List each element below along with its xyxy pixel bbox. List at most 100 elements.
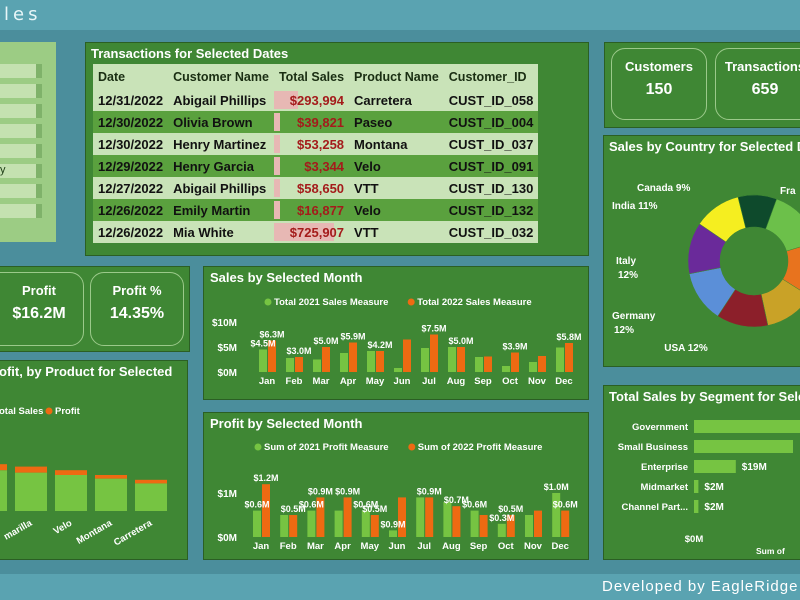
x-tick-label: Aug xyxy=(447,376,466,387)
table-row[interactable]: 12/30/2022 Olivia Brown $39,821 Paseo CUST_I… xyxy=(93,111,539,133)
profit-value: $16.2M xyxy=(12,305,66,322)
slicer-item[interactable] xyxy=(0,144,38,158)
bar-2022 xyxy=(376,351,384,372)
table-row[interactable]: 12/29/2022 Henry Garcia $3,344 Velo CUST_ID_… xyxy=(93,155,539,177)
bar-2022 xyxy=(262,484,270,537)
sales-databar xyxy=(273,223,334,241)
cell-total-sales: $16,877 xyxy=(273,199,350,221)
cell-id: CUST_ID_058 xyxy=(443,89,539,111)
chart-title: ofit, by Product for Selected xyxy=(0,364,172,379)
slicer-scroll-segment xyxy=(36,104,42,118)
bar-2022 xyxy=(370,515,379,537)
cell-customer: Abigail Phillips xyxy=(168,89,274,111)
profit-label: Profit xyxy=(22,283,56,298)
cell-product: VTT xyxy=(349,221,444,243)
cell-customer: Olivia Brown xyxy=(168,111,274,133)
cell-date: 12/26/2022 xyxy=(93,221,169,243)
slice-label: USA 12% xyxy=(664,343,708,354)
date-slicer[interactable]: y xyxy=(0,42,56,242)
cell-product: Velo xyxy=(349,199,444,221)
cell-id: CUST_ID_037 xyxy=(443,133,539,155)
bar-total-sales xyxy=(95,478,127,511)
slicer-scroll-segment xyxy=(36,124,42,138)
table-row[interactable]: 12/30/2022 Henry Martinez $53,258 Montana CU… xyxy=(93,133,539,155)
column-header[interactable]: Customer_ID xyxy=(443,64,539,89)
customers-label: Customers xyxy=(625,59,693,74)
slicer-item[interactable] xyxy=(0,64,38,78)
bar-2021 xyxy=(529,362,537,372)
table-row[interactable]: 12/31/2022 Abigail Phillips $293,994 Carret… xyxy=(93,89,539,111)
bar-2022 xyxy=(322,347,330,372)
slice-label: 12% xyxy=(618,270,638,281)
data-label: $6.3M xyxy=(259,330,284,340)
bar-profit xyxy=(55,470,87,475)
bar-2021 xyxy=(389,530,397,537)
table-row[interactable]: 12/27/2022 Abigail Phillips $58,650 VTT CUST… xyxy=(93,177,539,199)
bar-2021 xyxy=(280,515,289,537)
data-label: $4.5M xyxy=(250,339,275,349)
x-tick-label: May xyxy=(361,541,380,552)
sales-by-month-chart[interactable]: Sales by Selected Month Total 2021 Sales … xyxy=(203,266,589,400)
profit-by-month-chart[interactable]: Profit by Selected Month Sum of 2021 Prof… xyxy=(203,412,589,560)
table-row[interactable]: 12/26/2022 Mia White $725,907 VTT CUST_ID_03… xyxy=(93,221,539,243)
slicer-scroll-segment xyxy=(36,144,42,158)
profit-pct-label: Profit % xyxy=(112,283,162,298)
slicer-scroll-segment xyxy=(36,84,42,98)
bar-2022 xyxy=(511,352,519,372)
slicer-item[interactable] xyxy=(0,84,38,98)
column-header[interactable]: Total Sales xyxy=(273,64,350,89)
slice-label: Canada 9% xyxy=(637,183,690,194)
bar-2022 xyxy=(316,497,325,537)
cell-date: 12/27/2022 xyxy=(93,177,169,199)
segment-bar xyxy=(694,440,793,453)
chart-title: Sales by Country for Selected D xyxy=(609,139,800,154)
slicer-item[interactable] xyxy=(0,104,38,118)
x-tick-label: Jan xyxy=(259,376,276,387)
data-label: $0.6M xyxy=(553,500,578,510)
slicer-item[interactable] xyxy=(0,184,38,198)
slicer-item[interactable] xyxy=(0,204,38,218)
sales-value: $58,650 xyxy=(297,180,345,196)
column-header[interactable]: Customer Name xyxy=(168,64,274,89)
cell-id: CUST_ID_004 xyxy=(443,111,539,133)
x-tick-label: Nov xyxy=(528,376,547,387)
x-tick-label: Sep xyxy=(474,376,492,387)
cell-total-sales: $53,258 xyxy=(273,133,350,155)
column-header[interactable]: Date xyxy=(93,64,169,89)
slice-label: Fra xyxy=(780,186,796,197)
data-label: $0.9M xyxy=(335,486,360,496)
profit-pct-value: 14.35% xyxy=(109,305,165,322)
customers-value: 150 xyxy=(645,81,673,98)
chart-title: Total Sales by Segment for Sele xyxy=(609,389,800,404)
cell-customer: Emily Martin xyxy=(168,199,274,221)
segment-bar xyxy=(694,420,800,433)
transactions-card: Transactions 659 xyxy=(715,48,800,120)
bar-total-sales xyxy=(55,475,87,511)
bar-2021 xyxy=(502,366,510,372)
x-tick-label: Jun xyxy=(389,541,406,552)
column-header[interactable]: Product Name xyxy=(349,64,444,89)
y-tick-label: $0M xyxy=(218,368,237,379)
bar-2022 xyxy=(452,506,461,537)
slicer-scroll-segment xyxy=(36,204,42,218)
slicer-item[interactable] xyxy=(0,124,38,138)
y-tick-label: Government xyxy=(632,422,689,433)
data-label: $0.5M xyxy=(498,504,523,514)
sales-databar xyxy=(273,91,299,109)
slicer-item[interactable]: y xyxy=(0,164,38,178)
x-tick-label: Jul xyxy=(422,376,436,387)
x-tick-label: Jul xyxy=(417,541,431,552)
legend-marker xyxy=(264,298,272,306)
cell-product: Carretera xyxy=(349,89,444,111)
profit-by-product-chart[interactable]: ofit, by Product for Selected otal Sales P… xyxy=(0,360,188,560)
bar-2022 xyxy=(425,497,434,537)
cell-id: CUST_ID_032 xyxy=(443,221,539,243)
cell-date: 12/26/2022 xyxy=(93,199,169,221)
table-row[interactable]: 12/26/2022 Emily Martin $16,877 Velo CUST_ID… xyxy=(93,199,539,221)
sales-by-segment-chart[interactable]: Total Sales by Segment for Sele Governmen… xyxy=(603,385,800,560)
data-label: $0.6M xyxy=(462,500,487,510)
bar-2021 xyxy=(443,501,452,537)
bar-2021 xyxy=(497,523,506,537)
sales-by-country-chart[interactable]: Sales by Country for Selected D Fra USA 12… xyxy=(603,135,800,367)
data-label: $2M xyxy=(704,502,723,513)
